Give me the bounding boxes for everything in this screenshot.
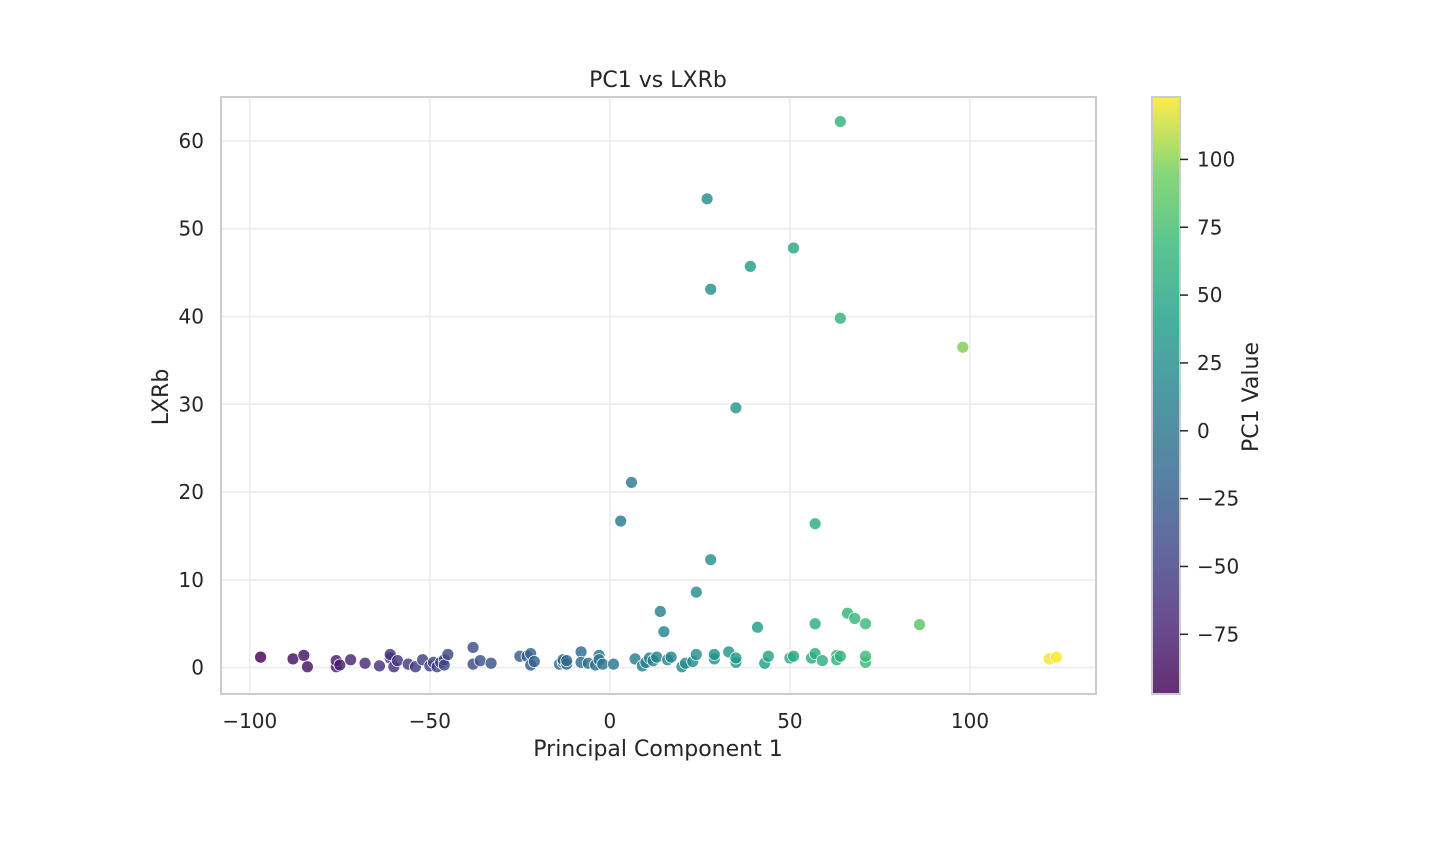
scatter-point — [473, 654, 487, 668]
y-tick-label: 0 — [191, 656, 204, 680]
scatter-point — [607, 657, 620, 671]
scatter-point — [704, 553, 718, 567]
scatter-point — [700, 192, 714, 206]
scatter-point — [833, 311, 847, 325]
scatter-point — [815, 654, 829, 668]
grid — [221, 97, 1096, 694]
scatter-point — [808, 517, 822, 531]
scatter-point — [560, 654, 574, 668]
colorbar-tick-label: 100 — [1197, 147, 1235, 171]
scatter-point — [808, 617, 822, 631]
y-tick-label: 40 — [179, 304, 204, 328]
colorbar-frame — [1151, 96, 1181, 695]
scatter-point — [650, 650, 664, 664]
x-axis-title: Principal Component 1 — [533, 737, 782, 762]
y-tick-label: 50 — [179, 217, 204, 241]
scatter-point — [664, 650, 678, 664]
scatter-point — [956, 340, 970, 354]
scatter-point — [833, 649, 847, 663]
scatter-point — [787, 649, 800, 663]
colorbar-tick-label: 0 — [1197, 419, 1210, 443]
x-tick-label: 0 — [604, 709, 617, 733]
scatter-point — [254, 650, 268, 664]
scatter-point — [743, 260, 757, 273]
x-tick-label: −100 — [222, 709, 277, 733]
x-axis-ticks: −100 −50 0 50 100 — [222, 709, 989, 733]
x-tick-label: −50 — [409, 709, 451, 733]
scatter-point — [761, 649, 775, 663]
scatter-point — [596, 657, 610, 671]
colorbar-tick-label: 75 — [1197, 215, 1222, 239]
scatter-point — [848, 612, 862, 625]
scatter-point — [344, 653, 358, 667]
y-tick-label: 10 — [179, 568, 204, 592]
colorbar: −75 −50 −25 0 25 50 75 100 PC1 Value — [1151, 96, 1264, 695]
scatter-point — [833, 115, 847, 128]
scatter-point — [466, 641, 480, 654]
scatter-point — [657, 625, 671, 639]
plot-frame — [220, 96, 1097, 695]
x-tick-label: 50 — [777, 709, 802, 733]
scatter-point — [625, 476, 638, 489]
colorbar-tick-label: −25 — [1197, 487, 1239, 511]
scatter-point — [653, 605, 667, 618]
scatter-point — [689, 648, 703, 661]
scatter-point — [333, 658, 347, 672]
colorbar-ticks: −75 −50 −25 0 25 50 75 100 — [1180, 147, 1239, 646]
scatter-point — [751, 620, 764, 634]
scatter-point — [913, 618, 926, 632]
scatter-point — [527, 655, 541, 668]
y-tick-label: 20 — [179, 480, 204, 504]
scatter-point — [1049, 650, 1063, 664]
chart-title: PC1 vs LXRb — [589, 68, 727, 93]
scatter-point — [859, 649, 872, 663]
colorbar-tick-label: −50 — [1197, 554, 1239, 578]
y-axis-ticks: 0 10 20 30 40 50 60 — [179, 129, 204, 680]
colorbar-tick-label: 50 — [1197, 283, 1222, 307]
scatter-point — [297, 648, 311, 662]
scatter-point — [286, 652, 300, 666]
scatter-point — [707, 648, 721, 661]
scatter-point — [484, 656, 498, 670]
scatter-point — [358, 656, 372, 670]
scatter-point — [689, 585, 703, 599]
colorbar-gradient — [1152, 97, 1180, 694]
scatter-point — [391, 654, 404, 668]
scatter-point — [704, 282, 718, 296]
colorbar-tick-label: −75 — [1197, 622, 1239, 646]
scatter-point — [614, 514, 628, 528]
colorbar-title: PC1 Value — [1239, 342, 1264, 452]
scatter-points — [254, 115, 1063, 674]
y-tick-label: 30 — [179, 392, 204, 416]
y-axis-title: LXRb — [149, 369, 174, 426]
scatter-point — [301, 660, 314, 674]
scatter-point — [859, 617, 872, 631]
scatter-point — [441, 648, 455, 661]
x-tick-label: 100 — [951, 709, 989, 733]
colorbar-tick-label: 25 — [1197, 351, 1222, 375]
scatter-point — [373, 659, 386, 673]
scatter-point — [729, 651, 743, 665]
scatter-point — [787, 241, 800, 255]
y-tick-label: 60 — [179, 129, 204, 153]
scatter-point — [729, 401, 743, 415]
